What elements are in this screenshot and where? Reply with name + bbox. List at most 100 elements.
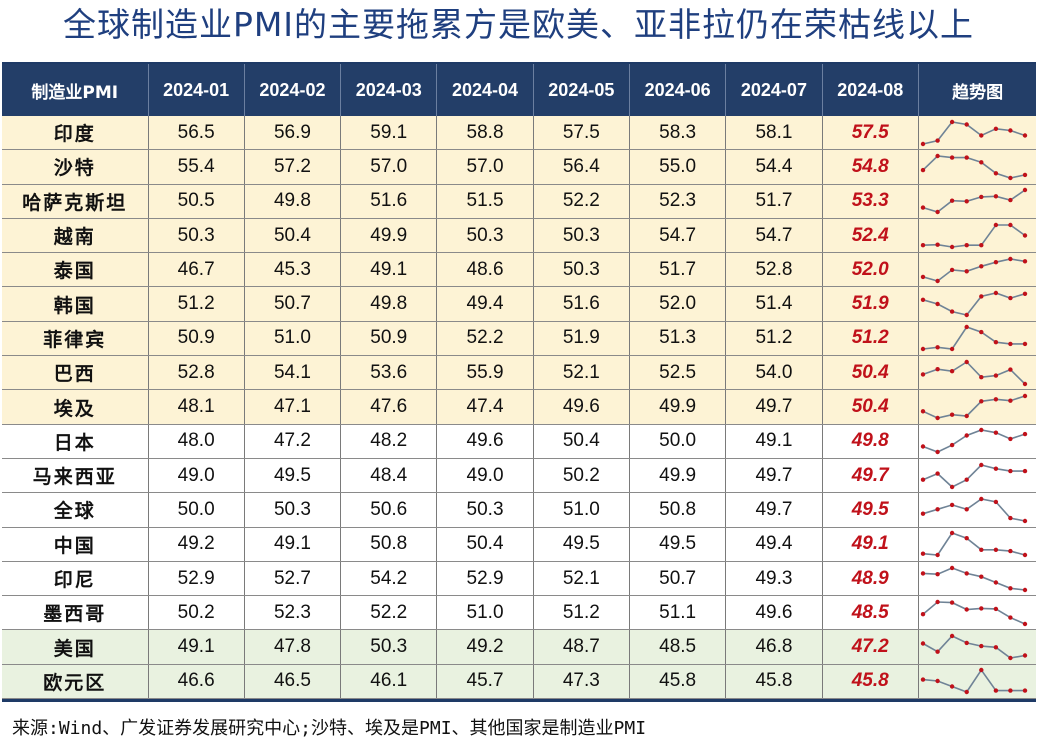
sparkline-point bbox=[920, 347, 926, 352]
sparkline-point bbox=[978, 160, 984, 165]
sparkline-point bbox=[993, 259, 998, 265]
pmi-value: 49.6 bbox=[533, 389, 630, 425]
pmi-value: 50.0 bbox=[148, 492, 245, 528]
trend-sparkline-cell bbox=[918, 492, 1037, 528]
sparkline-line bbox=[922, 120, 1026, 145]
pmi-value: 52.7 bbox=[244, 561, 342, 597]
pmi-value: 45.3 bbox=[244, 252, 342, 288]
table-row: 埃及 48.1 47.1 47.6 47.4 49.6 49.9 49.7 50.4 bbox=[2, 389, 1037, 425]
sparkline-point bbox=[1008, 398, 1013, 403]
sparkline-point bbox=[935, 553, 940, 558]
pmi-value: 47.4 bbox=[436, 389, 534, 425]
latest-pmi-value: 45.8 bbox=[822, 664, 919, 700]
pmi-value: 48.0 bbox=[148, 424, 245, 459]
pmi-value: 50.5 bbox=[148, 184, 245, 219]
sparkline-point bbox=[964, 359, 969, 364]
page-title: 全球制造业PMI的主要拖累方是欧美、亚非拉仍在荣枯线以上 bbox=[62, 5, 975, 44]
header-month: 2024-06 bbox=[629, 64, 727, 116]
sparkline-point bbox=[935, 301, 940, 307]
sparkline-point bbox=[993, 547, 998, 553]
sparkline bbox=[920, 325, 1028, 352]
sparkline-point bbox=[920, 551, 926, 557]
pmi-value: 46.5 bbox=[244, 664, 342, 700]
pmi-value: 50.9 bbox=[148, 321, 245, 357]
sparkline bbox=[920, 462, 1028, 489]
sparkline-point bbox=[920, 409, 926, 414]
sparkline-point bbox=[978, 643, 984, 649]
sparkline-point bbox=[935, 278, 940, 284]
pmi-value: 54.2 bbox=[340, 561, 438, 597]
country-name: 印尼 bbox=[2, 561, 149, 597]
table-row: 韩国 51.2 50.7 49.8 49.4 51.6 52.0 51.4 51.9 bbox=[2, 286, 1037, 322]
sparkline-line bbox=[922, 668, 1025, 694]
sparkline-point bbox=[993, 222, 998, 227]
sparkline-point bbox=[993, 373, 998, 378]
pmi-value: 51.7 bbox=[629, 252, 727, 288]
sparkline-point bbox=[993, 340, 998, 345]
sparkline-point bbox=[964, 155, 969, 160]
sparkline-point bbox=[964, 433, 969, 439]
sparkline-point bbox=[993, 430, 998, 436]
sparkline-point bbox=[978, 374, 984, 380]
pmi-value: 49.0 bbox=[148, 458, 245, 494]
trend-sparkline-cell bbox=[918, 527, 1037, 562]
country-name: 马来西亚 bbox=[2, 458, 149, 494]
sparkline-point bbox=[993, 397, 998, 402]
table-row: 美国 49.1 47.8 50.3 49.2 48.7 48.5 46.8 47.2 bbox=[2, 629, 1037, 665]
pmi-value: 49.0 bbox=[436, 458, 534, 494]
sparkline-point bbox=[1022, 621, 1028, 626]
sparkline-point bbox=[993, 171, 998, 176]
sparkline-point bbox=[1022, 518, 1028, 524]
pmi-value: 49.3 bbox=[725, 561, 823, 597]
sparkline-point bbox=[949, 531, 955, 536]
sparkline-point bbox=[964, 570, 969, 576]
pmi-value: 49.6 bbox=[725, 595, 823, 631]
pmi-value: 46.7 bbox=[148, 252, 245, 288]
pmi-value: 56.4 bbox=[533, 149, 630, 185]
sparkline-point bbox=[935, 210, 940, 215]
trend-sparkline-cell bbox=[918, 286, 1037, 322]
trend-sparkline-cell bbox=[918, 149, 1037, 185]
pmi-value: 47.3 bbox=[533, 664, 630, 700]
header-month: 2024-04 bbox=[436, 64, 534, 116]
sparkline-point bbox=[920, 511, 926, 516]
latest-pmi-value: 48.9 bbox=[822, 561, 919, 597]
pmi-value: 51.0 bbox=[436, 595, 534, 631]
sparkline-point bbox=[964, 413, 969, 419]
pmi-value: 49.4 bbox=[436, 286, 534, 322]
sparkline-point bbox=[935, 649, 940, 654]
sparkline-point bbox=[949, 119, 955, 124]
country-name: 日本 bbox=[2, 424, 149, 459]
header-month: 2024-05 bbox=[533, 64, 630, 116]
pmi-value: 49.9 bbox=[629, 458, 727, 494]
sparkline-point bbox=[920, 371, 926, 377]
pmi-value: 49.7 bbox=[725, 389, 823, 425]
sparkline-point bbox=[993, 645, 998, 650]
sparkline-point bbox=[1022, 468, 1028, 473]
sparkline-point bbox=[935, 366, 940, 372]
sparkline-point bbox=[993, 606, 998, 611]
latest-pmi-value: 50.4 bbox=[822, 355, 919, 391]
country-name: 菲律宾 bbox=[2, 321, 149, 357]
sparkline-line bbox=[922, 429, 1026, 454]
sparkline bbox=[920, 633, 1028, 661]
sparkline-line bbox=[922, 326, 1025, 351]
trend-sparkline-cell bbox=[918, 595, 1037, 631]
pmi-value: 52.1 bbox=[533, 355, 630, 391]
table-row: 印尼 52.9 52.7 54.2 52.9 52.1 50.7 49.3 48.9 bbox=[2, 561, 1037, 597]
pmi-table-container: 制造业PMI 2024-01 2024-02 2024-03 2024-04 2… bbox=[2, 62, 1037, 703]
trend-sparkline-cell bbox=[918, 116, 1037, 151]
country-name: 哈萨克斯坦 bbox=[2, 184, 149, 219]
pmi-value: 50.7 bbox=[629, 561, 727, 597]
pmi-value: 54.7 bbox=[725, 218, 823, 254]
sparkline bbox=[920, 565, 1028, 592]
pmi-value: 50.3 bbox=[533, 218, 630, 254]
header-country: 制造业PMI bbox=[2, 64, 149, 116]
sparkline-point bbox=[978, 574, 984, 579]
sparkline-point bbox=[978, 547, 984, 553]
pmi-value: 45.8 bbox=[629, 664, 727, 700]
latest-pmi-value: 49.1 bbox=[822, 527, 919, 562]
pmi-value: 53.6 bbox=[340, 355, 438, 391]
sparkline-point bbox=[978, 263, 984, 269]
pmi-value: 50.6 bbox=[340, 492, 438, 528]
